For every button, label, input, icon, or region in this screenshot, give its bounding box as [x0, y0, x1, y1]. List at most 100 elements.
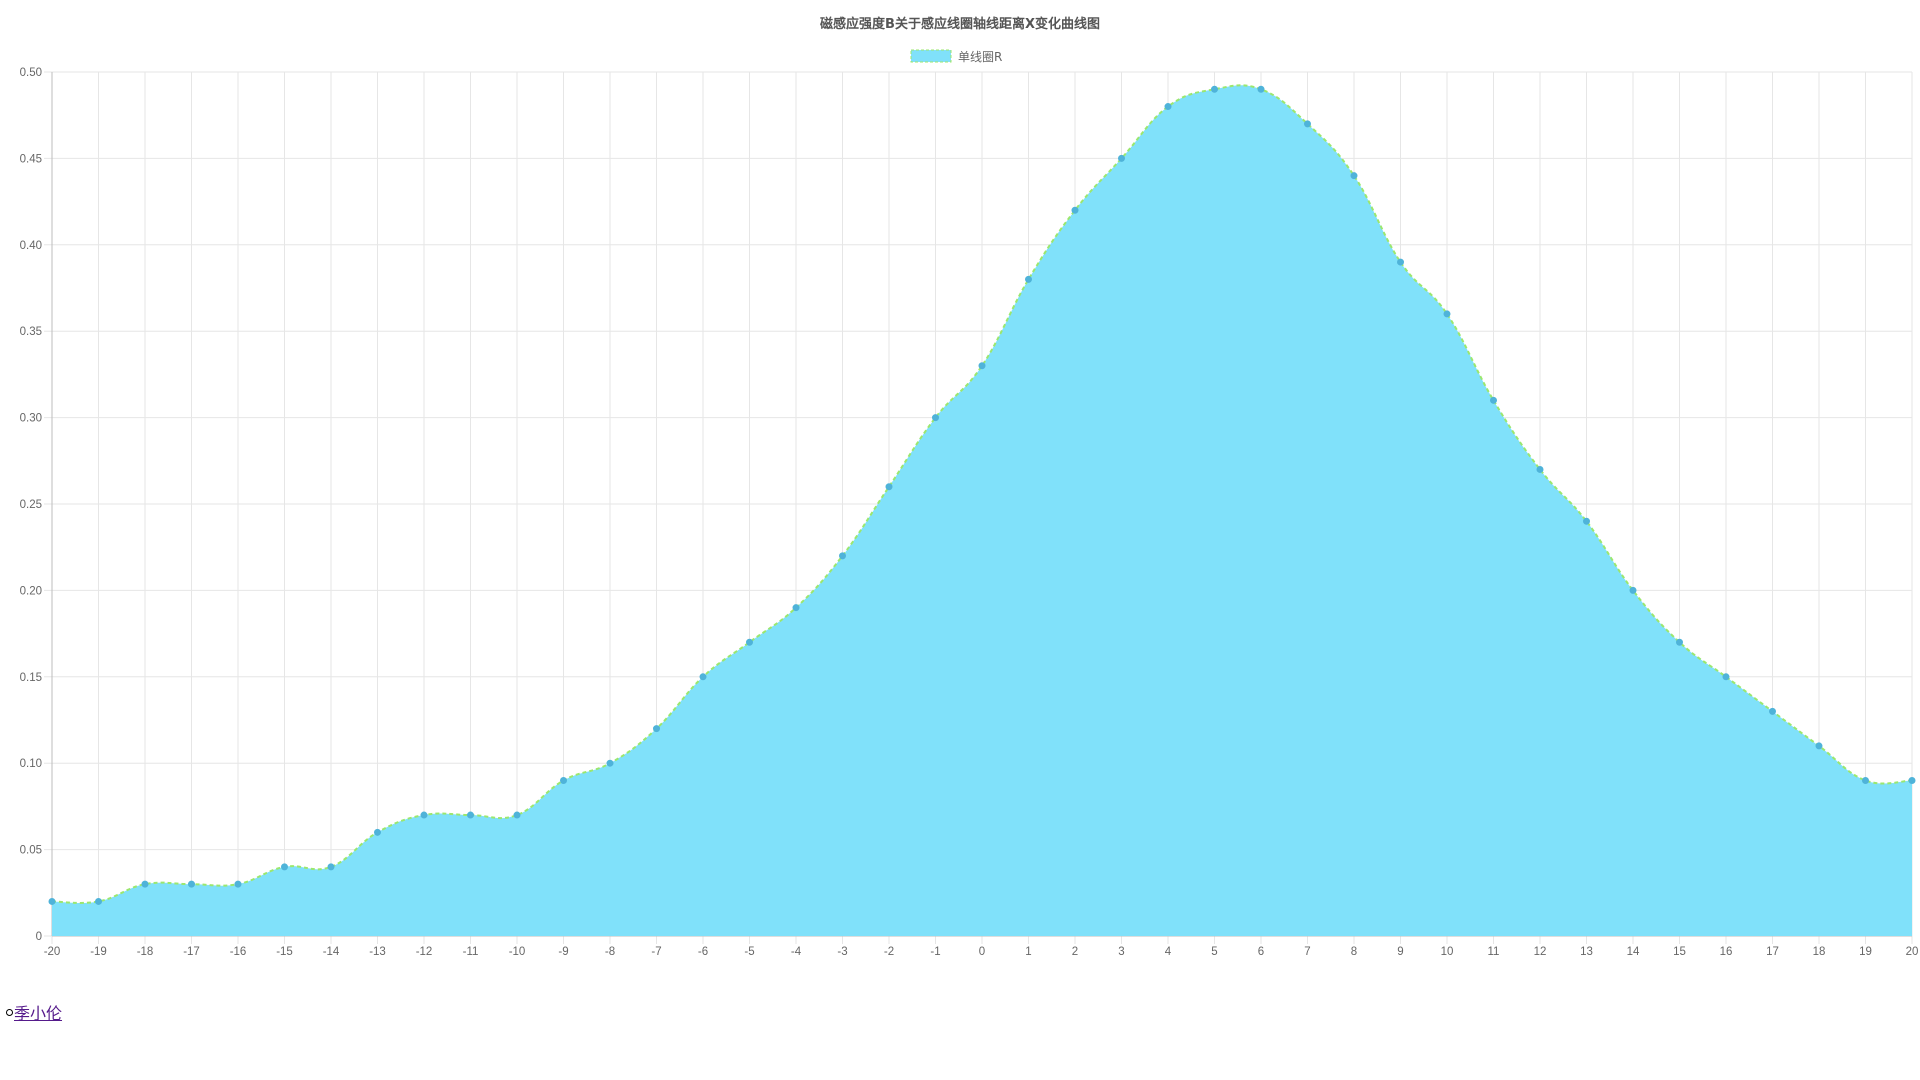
x-tick-label: 16: [1720, 946, 1733, 958]
y-tick-label: 0.45: [20, 153, 42, 165]
x-tick-label: 8: [1351, 946, 1357, 958]
author-link[interactable]: 季小伦: [14, 1004, 63, 1023]
x-tick-label: -17: [183, 946, 200, 958]
y-tick-label: 0.20: [20, 585, 42, 597]
data-point[interactable]: [1211, 85, 1218, 93]
data-point[interactable]: [1164, 103, 1172, 111]
y-tick-label: 0.40: [20, 240, 42, 252]
x-tick-label: 11: [1488, 946, 1500, 958]
x-tick-label: -16: [230, 946, 247, 958]
y-tick-label: 0.30: [20, 413, 42, 425]
x-tick-label: 3: [1118, 946, 1124, 958]
y-tick-label: 0.05: [20, 845, 42, 857]
data-point[interactable]: [1443, 310, 1451, 318]
data-point[interactable]: [420, 811, 428, 819]
x-tick-label: -2: [884, 946, 894, 958]
x-tick-label: -1: [930, 946, 940, 958]
data-point[interactable]: [141, 880, 149, 888]
x-tick-label: -7: [651, 946, 661, 958]
data-point[interactable]: [1490, 396, 1497, 404]
data-point[interactable]: [234, 880, 242, 888]
data-point[interactable]: [513, 811, 521, 819]
data-point[interactable]: [1908, 776, 1916, 784]
x-tick-label: -5: [744, 946, 754, 958]
x-tick-label: 17: [1766, 946, 1779, 958]
data-point[interactable]: [48, 897, 56, 905]
x-tick-label: 4: [1165, 946, 1172, 958]
data-point[interactable]: [1025, 275, 1032, 283]
data-point[interactable]: [281, 863, 288, 871]
x-tick-label: -15: [276, 946, 293, 958]
chart-title: 磁感应强度B关于感应线圈轴线距离X变化曲线图: [820, 16, 1100, 32]
area-chart: 磁感应强度B关于感应线圈轴线距离X变化曲线图 单线圈R -20 -19 -18 -17…: [20, 16, 1919, 958]
y-tick-label: 0.35: [20, 326, 42, 338]
legend-swatch: [910, 49, 952, 63]
x-tick-label: -12: [416, 946, 433, 958]
data-point[interactable]: [188, 880, 195, 888]
x-tick-label: 10: [1441, 946, 1454, 958]
data-point[interactable]: [932, 414, 939, 422]
y-tick-label: 0.25: [20, 499, 42, 511]
y-tick-label: 0: [36, 931, 42, 943]
data-point[interactable]: [467, 811, 474, 819]
x-tick-label: 13: [1580, 946, 1593, 958]
data-point[interactable]: [1397, 258, 1404, 266]
x-tick-label: 1: [1025, 946, 1031, 958]
x-tick-label: 18: [1813, 946, 1826, 958]
data-point[interactable]: [1722, 673, 1730, 681]
legend-label: 单线圈R: [958, 50, 1002, 64]
x-tick-label: 15: [1673, 946, 1686, 958]
data-point[interactable]: [1304, 120, 1311, 128]
data-point[interactable]: [1862, 776, 1869, 784]
y-tick-label: 0.15: [20, 672, 42, 684]
data-point[interactable]: [1071, 206, 1079, 214]
bullet-icon: [6, 1008, 13, 1016]
data-point[interactable]: [327, 863, 335, 871]
data-point[interactable]: [653, 725, 660, 733]
series-area-fill: [52, 85, 1912, 936]
x-tick-label: 2: [1072, 946, 1078, 958]
y-tick-label: 0.50: [20, 67, 42, 79]
x-tick-label: 0: [979, 946, 985, 958]
data-point[interactable]: [746, 638, 753, 646]
y-tick-label: 0.10: [20, 758, 42, 770]
data-point[interactable]: [95, 897, 102, 905]
x-tick-label: -9: [558, 946, 568, 958]
data-point[interactable]: [885, 483, 893, 491]
data-point[interactable]: [792, 604, 800, 612]
x-tick-label: -11: [463, 946, 479, 958]
x-tick-label: -3: [837, 946, 847, 958]
footer: 季小伦: [6, 1000, 62, 1024]
x-tick-label: 6: [1258, 946, 1264, 958]
data-point[interactable]: [1629, 586, 1637, 594]
data-point[interactable]: [374, 828, 381, 836]
data-point[interactable]: [1769, 707, 1776, 715]
data-point[interactable]: [1676, 638, 1683, 646]
x-tick-label: -13: [369, 946, 386, 958]
y-axis-ticks: 0 0.05 0.10 0.15 0.20 0.25 0.30 0.35 0.40 0.45 0.5…: [20, 67, 42, 943]
data-point[interactable]: [978, 362, 986, 370]
data-point[interactable]: [1815, 742, 1823, 750]
chart-container: 磁感应强度B关于感应线圈轴线距离X变化曲线图 单线圈R -20 -19 -18 -17…: [20, 16, 1919, 958]
x-tick-label: -8: [605, 946, 615, 958]
x-tick-label: -14: [323, 946, 340, 958]
x-tick-label: 9: [1397, 946, 1403, 958]
x-tick-label: 14: [1627, 946, 1640, 958]
data-point[interactable]: [606, 759, 614, 767]
data-point[interactable]: [699, 673, 707, 681]
x-tick-label: -10: [509, 946, 526, 958]
data-point[interactable]: [1583, 517, 1590, 525]
x-tick-label: -19: [90, 946, 107, 958]
x-tick-label: -20: [44, 946, 61, 958]
data-point[interactable]: [1257, 85, 1265, 93]
x-tick-label: -4: [791, 946, 802, 958]
data-point[interactable]: [1536, 465, 1544, 473]
data-point[interactable]: [560, 776, 567, 784]
x-tick-label: 5: [1211, 946, 1217, 958]
data-point[interactable]: [1118, 154, 1125, 162]
data-point[interactable]: [839, 552, 846, 560]
data-point[interactable]: [1350, 172, 1358, 180]
data-points: [48, 85, 1916, 905]
chart-legend[interactable]: 单线圈R: [910, 49, 1002, 64]
x-tick-label: 20: [1906, 946, 1919, 958]
